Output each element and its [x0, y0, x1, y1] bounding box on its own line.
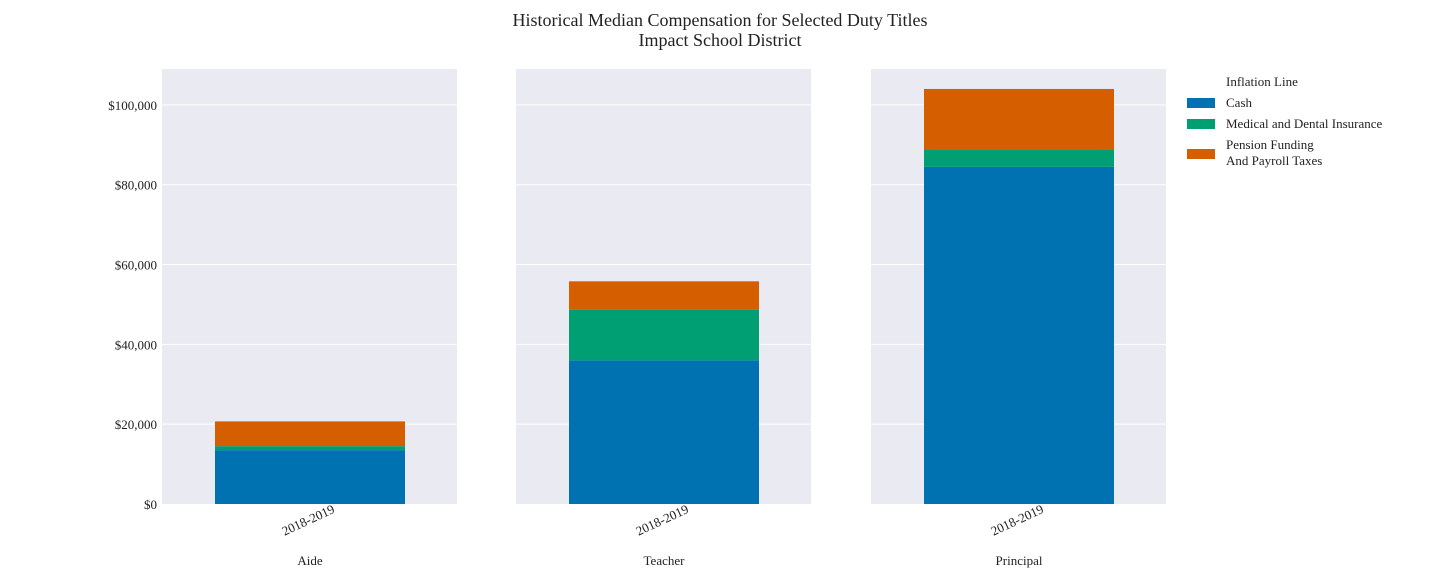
legend-label: Medical and Dental Insurance [1226, 116, 1383, 131]
panel-label: Principal [996, 553, 1043, 568]
y-tick-label: $40,000 [115, 337, 157, 352]
panel-label: Aide [297, 553, 323, 568]
panel-teacher: 2018-2019 Teacher [516, 69, 811, 568]
legend-swatch [1187, 119, 1215, 129]
y-tick-label: $100,000 [108, 98, 157, 113]
x-tick-label: 2018-2019 [988, 501, 1045, 538]
chart-title: Historical Median Compensation for Selec… [513, 10, 928, 30]
bar-segment-pension-principal[interactable] [924, 88, 1114, 151]
legend-swatch [1187, 149, 1215, 159]
legend: Inflation Line Cash Medical and Dental Ins… [1187, 74, 1383, 168]
legend-swatch [1187, 98, 1215, 108]
bar-segment-pension-teacher[interactable] [569, 281, 759, 310]
legend-item[interactable]: Medical and Dental Insurance [1187, 116, 1383, 131]
y-tick-label: $0 [144, 497, 157, 512]
legend-item[interactable]: Cash [1187, 95, 1253, 110]
bar-segment-medical-aide[interactable] [215, 446, 405, 451]
legend-label: Inflation Line [1226, 74, 1298, 89]
bar-segment-cash-teacher[interactable] [569, 360, 759, 504]
chart-subtitle: Impact School District [639, 30, 802, 50]
y-tick-label: $80,000 [115, 178, 157, 193]
legend-label: Pension Funding [1226, 137, 1314, 152]
legend-label: Cash [1226, 95, 1253, 110]
chart-panels: 2018-2019 Aide 2018-2019 Teacher 2018-2019 Pr… [108, 69, 1166, 568]
bar-segment-medical-teacher[interactable] [569, 309, 759, 361]
bar-segment-medical-principal[interactable] [924, 150, 1114, 167]
x-tick-label: 2018-2019 [279, 501, 336, 538]
panel-label: Teacher [644, 553, 686, 568]
bar-segment-cash-aide[interactable] [215, 450, 405, 504]
panel-aide: 2018-2019 Aide [162, 69, 457, 568]
legend-item[interactable]: Inflation Line [1226, 74, 1298, 89]
bar-segment-pension-aide[interactable] [215, 421, 405, 447]
y-tick-label: $20,000 [115, 417, 157, 432]
bar-segment-cash-principal[interactable] [924, 166, 1114, 505]
x-tick-label: 2018-2019 [633, 501, 690, 538]
panel-principal: 2018-2019 Principal [871, 69, 1166, 568]
legend-label: And Payroll Taxes [1226, 153, 1322, 168]
y-tick-label: $60,000 [115, 258, 157, 273]
